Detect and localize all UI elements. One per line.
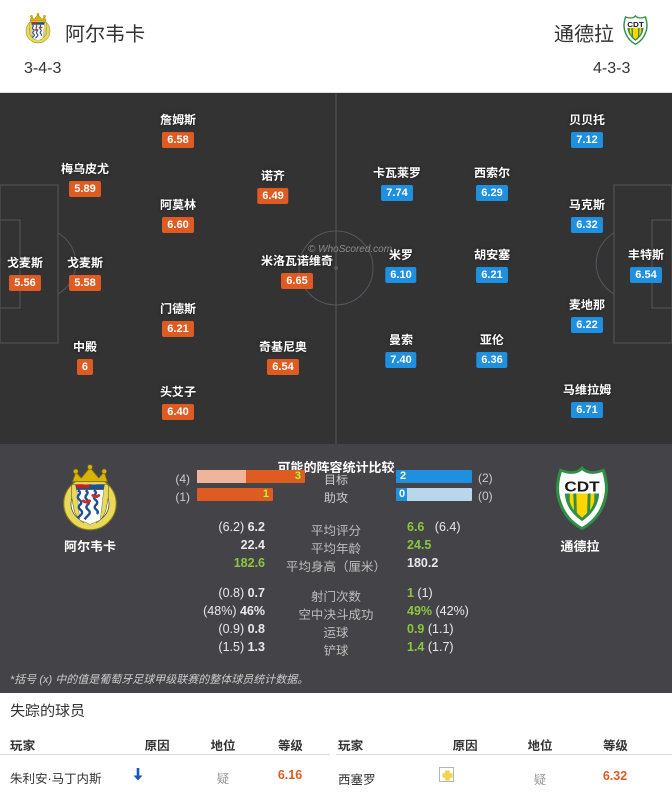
svg-text:CDT: CDT (564, 478, 599, 495)
svg-text:CDT: CDT (627, 20, 644, 28)
